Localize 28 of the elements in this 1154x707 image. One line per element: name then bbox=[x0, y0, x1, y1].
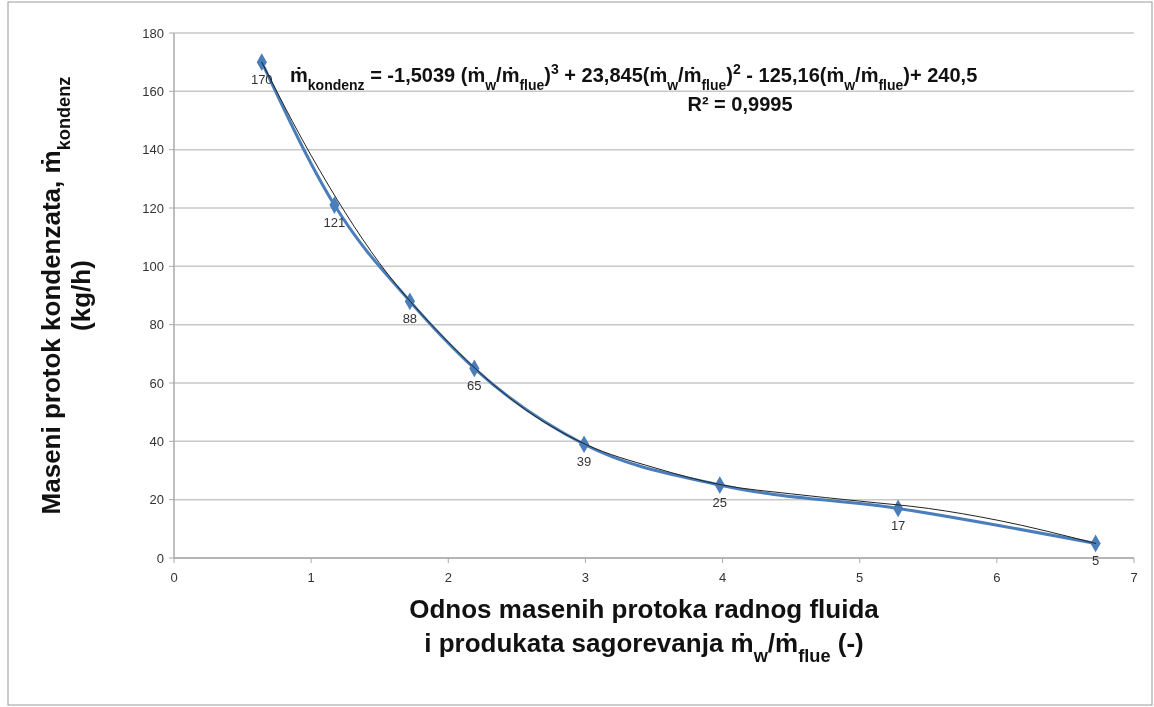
x-tick-label: 1 bbox=[307, 570, 315, 585]
y-tick-label: 40 bbox=[149, 433, 164, 449]
x-tick-label: 3 bbox=[581, 570, 590, 585]
x-tick-label: 4 bbox=[718, 570, 727, 585]
y-tick-label: 80 bbox=[149, 317, 164, 333]
y-tick-label: 0 bbox=[156, 550, 164, 566]
x-axis-title: Odnos masenih protoka radnog fluida i produkata sagorevanja ṁ$_{w}$/ṁ$_{flue}$ (-) bbox=[409, 594, 880, 666]
data-label: 121 bbox=[323, 215, 346, 231]
data-label: 39 bbox=[576, 454, 592, 470]
y-tick-label: 140 bbox=[142, 142, 164, 158]
annotation: R² = 0,9995 bbox=[687, 93, 793, 115]
data-label: 5 bbox=[1091, 553, 1100, 569]
data-label: 88 bbox=[402, 311, 418, 327]
x-tick-label: 2 bbox=[444, 570, 452, 585]
y-tick-label: 120 bbox=[142, 200, 164, 216]
text: ṁ$_{kondenz}$ = -1,5039 (ṁ$_{w}$/ṁ$_{flue}$)$^{3}$ + 23,845(ṁ$_{w}$/ṁ$_{flue}$)$^{2}$ - 125,16(ṁ$_{w}$/ṁ$_{flue}$)+ 240,5 bbox=[290, 61, 978, 93]
data-label: 17 bbox=[890, 518, 906, 534]
y-tick-label: 100 bbox=[142, 258, 164, 274]
y-tick-label: 160 bbox=[142, 83, 164, 99]
y-tick-label: 180 bbox=[142, 25, 164, 41]
x-tick-label: 6 bbox=[993, 570, 1001, 585]
data-label: 65 bbox=[467, 378, 482, 394]
y-tick-label: 20 bbox=[149, 492, 164, 508]
x-tick-label: 5 bbox=[856, 570, 864, 585]
y-tick-label: 60 bbox=[149, 375, 164, 391]
x-tick-label: 7 bbox=[1130, 570, 1138, 585]
x-tick-label: 0 bbox=[170, 570, 178, 585]
data-label: 25 bbox=[712, 495, 728, 511]
